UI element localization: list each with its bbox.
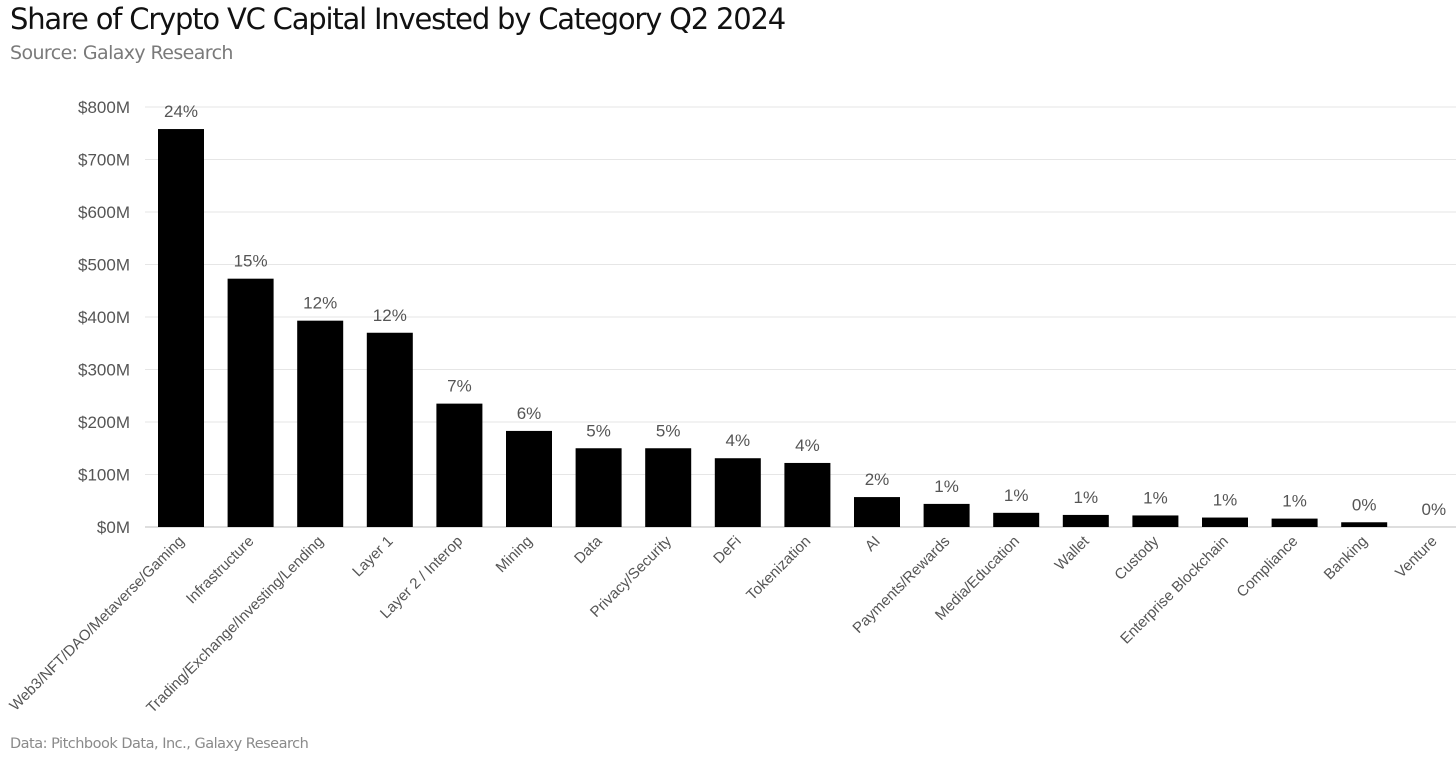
data-label: 2%	[865, 470, 890, 489]
data-label: 12%	[373, 306, 407, 325]
bar	[436, 403, 483, 527]
x-tick-label: Layer 1	[349, 533, 396, 580]
data-label: 0%	[1422, 500, 1447, 519]
data-label: 12%	[303, 294, 337, 313]
x-tick-label: Venture	[1392, 533, 1441, 582]
data-label: 4%	[726, 431, 751, 450]
data-label: 1%	[1213, 491, 1238, 510]
y-tick-label: $200M	[78, 413, 130, 432]
data-labels: 24% 15% 12% 12% 7% 6% 5% 5% 4% 4% 2% 1% 1% 1% 1% 1% 1% 0%…	[164, 102, 1446, 519]
x-axis-ticks: Web3/NFT/DAO/Metaverse/GamingInfrastruct…	[6, 532, 1440, 716]
bar	[227, 278, 274, 527]
data-label: 1%	[1074, 488, 1099, 507]
bar	[506, 430, 552, 527]
bar	[1271, 518, 1318, 527]
x-tick-label: Tokenization	[743, 533, 814, 604]
bar	[645, 448, 692, 527]
bar	[1202, 517, 1248, 527]
data-label: 4%	[795, 436, 820, 455]
y-tick-label: $100M	[78, 466, 130, 485]
data-label: 7%	[447, 377, 472, 396]
data-label: 1%	[934, 477, 959, 496]
data-label: 5%	[586, 421, 611, 440]
bars	[158, 129, 1388, 528]
data-label: 0%	[1352, 495, 1377, 514]
data-label: 6%	[517, 404, 542, 423]
x-tick-label: Banking	[1321, 533, 1371, 583]
y-tick-label: $0M	[97, 518, 130, 537]
bar	[854, 497, 900, 527]
data-label: 15%	[234, 252, 268, 271]
chart-title: Share of Crypto VC Capital Invested by C…	[10, 2, 786, 36]
data-source-note: Data: Pitchbook Data, Inc., Galaxy Resea…	[10, 736, 309, 752]
y-tick-label: $600M	[78, 203, 130, 222]
data-label: 1%	[1282, 492, 1307, 511]
bar	[158, 129, 204, 528]
x-tick-label: Compliance	[1233, 533, 1301, 601]
y-tick-label: $700M	[78, 151, 130, 170]
bar	[1341, 522, 1388, 527]
bar	[575, 448, 622, 527]
bar	[714, 458, 761, 527]
x-tick-label: DeFi	[710, 533, 744, 567]
data-label: 5%	[656, 421, 681, 440]
bar	[297, 320, 344, 527]
x-tick-label: Mining	[493, 533, 536, 576]
x-tick-label: Infrastructure	[183, 533, 258, 608]
x-tick-label: Wallet	[1052, 532, 1094, 574]
y-axis-ticks: $0M $100M $200M $300M $400M $500M $600M $700M $8…	[78, 98, 130, 537]
x-tick-label: Data	[571, 532, 606, 567]
x-tick-label: AI	[862, 533, 884, 555]
chart-subtitle: Source: Galaxy Research	[10, 42, 233, 64]
bar	[1062, 514, 1109, 527]
bar	[923, 503, 970, 527]
bar	[366, 332, 413, 527]
y-tick-label: $800M	[78, 98, 130, 117]
data-label: 1%	[1143, 488, 1168, 507]
data-label: 24%	[164, 102, 198, 121]
bar	[1132, 515, 1179, 527]
data-label: 1%	[1004, 486, 1029, 505]
y-tick-label: $300M	[78, 361, 130, 380]
bar-chart: $0M $100M $200M $300M $400M $500M $600M $700M $8…	[6, 98, 1456, 717]
x-tick-label: Custody	[1111, 532, 1162, 583]
y-tick-label: $400M	[78, 308, 130, 327]
bar	[784, 462, 831, 527]
y-tick-label: $500M	[78, 256, 130, 275]
bar	[993, 512, 1040, 527]
x-tick-label: Payments/Rewards	[849, 533, 953, 637]
